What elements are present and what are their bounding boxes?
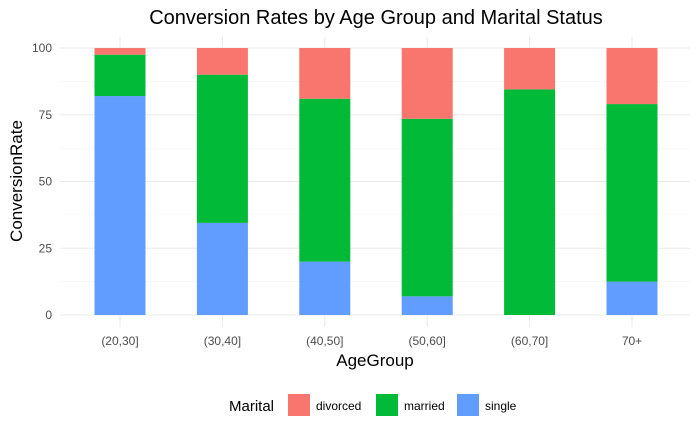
x-axis-title: AgeGroup bbox=[336, 351, 414, 370]
legend-title: Marital bbox=[229, 398, 274, 415]
y-tick-label: 100 bbox=[32, 41, 52, 55]
legend-label-divorced: divorced bbox=[316, 399, 361, 413]
y-tick-label: 25 bbox=[39, 241, 53, 255]
x-tick-label: (40,50] bbox=[306, 334, 343, 348]
bar-single bbox=[94, 96, 146, 315]
bar-married bbox=[94, 54, 146, 97]
x-tick-label: (30,40] bbox=[204, 334, 241, 348]
x-tick-label: (50,60] bbox=[409, 334, 446, 348]
bar-divorced bbox=[606, 48, 658, 105]
y-tick-label: 50 bbox=[39, 175, 53, 189]
bar-divorced bbox=[401, 48, 453, 119]
y-axis-ticks: 0 25 50 75 100 bbox=[32, 41, 52, 322]
bar-married bbox=[299, 98, 351, 262]
bars bbox=[94, 48, 658, 315]
y-axis-title: ConversionRate bbox=[7, 120, 26, 242]
bar-married bbox=[606, 104, 658, 282]
bar-single bbox=[299, 261, 351, 315]
y-tick-label: 0 bbox=[45, 308, 52, 322]
bar-married bbox=[401, 118, 453, 297]
bar-divorced bbox=[299, 48, 351, 99]
bar-divorced bbox=[196, 48, 248, 75]
y-tick-label: 75 bbox=[39, 108, 53, 122]
bar-single bbox=[196, 222, 248, 315]
bar-married bbox=[504, 89, 556, 315]
chart-title: Conversion Rates by Age Group and Marita… bbox=[149, 7, 603, 29]
legend-label-married: married bbox=[404, 399, 445, 413]
bar-single bbox=[606, 281, 658, 315]
bar-married bbox=[196, 74, 248, 223]
legend-key-single bbox=[457, 394, 479, 416]
x-tick-label: 70+ bbox=[622, 334, 642, 348]
x-tick-label: (20,30] bbox=[101, 334, 138, 348]
legend: Marital divorced married single bbox=[229, 394, 517, 416]
x-tick-label: (60,70] bbox=[511, 334, 548, 348]
bar-divorced bbox=[94, 48, 146, 55]
bar-divorced bbox=[504, 48, 556, 90]
legend-key-married bbox=[376, 394, 398, 416]
legend-label-single: single bbox=[485, 399, 517, 413]
x-axis-ticks: (20,30] (30,40] (40,50] (50,60] (60,70] 70+ bbox=[101, 334, 642, 348]
grid bbox=[60, 37, 690, 327]
legend-key-divorced bbox=[288, 394, 310, 416]
bar-single bbox=[401, 296, 453, 315]
